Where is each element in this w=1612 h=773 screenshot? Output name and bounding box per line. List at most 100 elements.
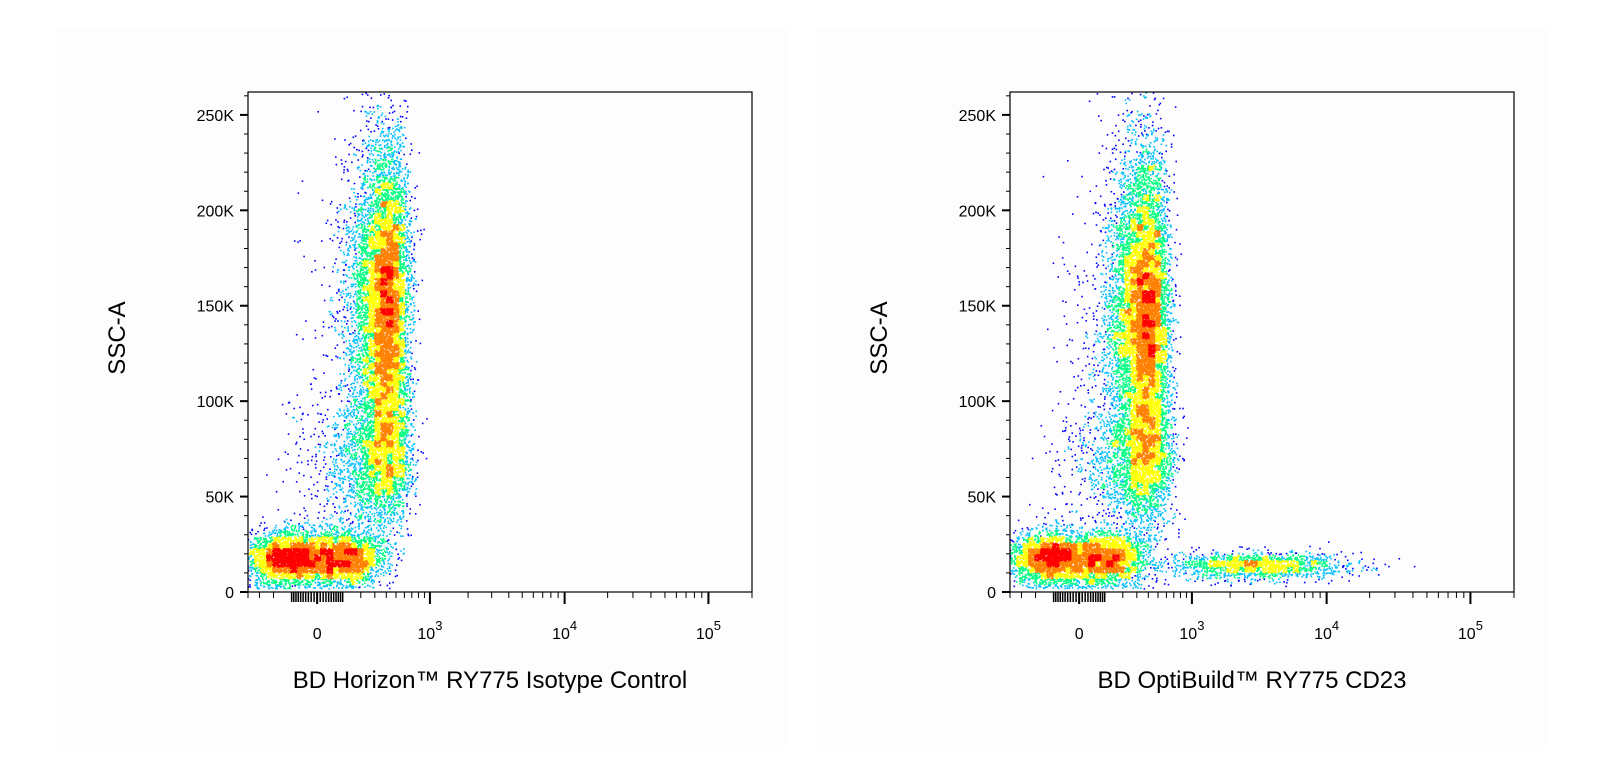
data-point [384,211,386,214]
data-point [356,269,358,271]
data-point [408,190,410,193]
data-point [370,251,373,254]
data-point [406,211,409,213]
data-point [342,280,345,283]
data-point [352,358,354,361]
data-point [409,458,412,460]
data-point [338,435,341,438]
data-point [348,350,351,352]
data-point [386,142,389,145]
data-point [338,226,341,229]
data-point [263,582,265,585]
data-point [352,264,355,266]
data-point [254,568,256,571]
data-point [342,282,345,285]
data-point [335,450,338,452]
data-point [357,463,360,466]
data-point [365,540,368,543]
data-point [352,408,355,411]
data-point [411,352,413,355]
data-point [360,491,363,494]
data-point [379,557,382,560]
data-point [331,239,334,242]
data-point [401,266,403,268]
data-point [363,447,365,450]
data-point [372,495,374,497]
data-point [356,416,358,418]
data-point [381,569,383,571]
data-point [364,201,367,203]
data-point [358,262,361,265]
data-point [346,275,348,277]
data-point [340,471,342,474]
data-point [354,332,356,335]
data-point [355,205,357,208]
data-point [343,316,345,318]
data-point [372,401,374,404]
data-point [360,533,362,535]
data-point [408,446,411,449]
data-point [334,525,337,527]
data-point [352,435,354,438]
data-point [354,455,356,458]
data-point [374,146,377,149]
data-point [351,433,353,436]
data-point [280,529,283,532]
data-point [414,261,417,263]
data-point [359,369,362,371]
data-point [366,467,369,470]
data-point [363,427,365,430]
data-point [345,445,348,447]
data-point [365,215,367,217]
data-point [402,250,405,253]
data-point [324,535,327,537]
data-point [378,116,381,119]
data-point [350,490,353,493]
data-point [346,320,349,322]
data-point [358,434,360,437]
data-point [360,224,363,226]
data-point [362,269,364,272]
data-point [361,321,364,323]
data-point [352,332,354,334]
data-point [287,433,290,435]
data-point [323,517,325,519]
data-point [245,564,247,566]
data-point [406,385,408,387]
data-point [368,506,371,509]
data-point [366,311,369,314]
data-point [335,435,338,437]
data-point [371,543,373,545]
data-point [370,501,372,503]
data-point [356,262,358,264]
data-point [361,187,364,190]
data-point [331,315,334,317]
data-point [388,454,391,456]
data-point [369,476,372,479]
data-point [330,297,333,299]
data-point [338,587,340,589]
data-point [414,197,416,200]
data-point [305,535,308,538]
data-point [403,489,405,491]
data-point [414,480,416,482]
data-point [403,193,406,195]
data-point [366,160,369,163]
data-point [356,448,359,451]
data-point [258,546,260,549]
data-point [399,515,401,518]
data-point [409,303,412,305]
data-point [284,583,287,585]
data-point [408,366,410,369]
data-point [350,230,352,233]
data-point [382,212,384,215]
data-point [377,117,380,119]
data-point [373,512,376,515]
data-point [364,176,366,179]
data-point [396,496,398,499]
data-point [358,213,361,216]
data-point [388,126,391,129]
data-point [328,285,331,288]
data-point [390,462,393,465]
